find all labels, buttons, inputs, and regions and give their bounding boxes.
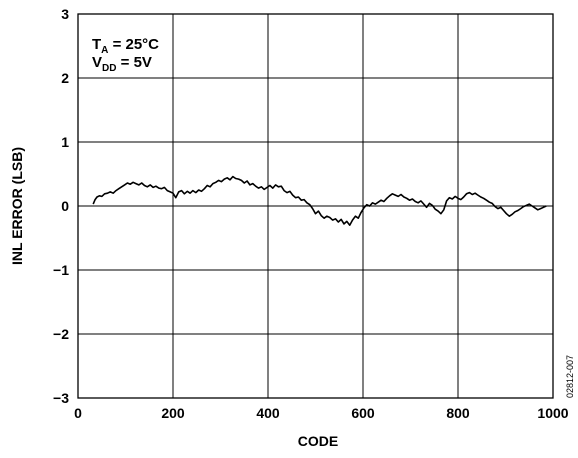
y-tick-label: 2 <box>61 70 69 86</box>
y-tick-label: 1 <box>61 134 69 150</box>
grid <box>78 14 553 398</box>
axis-ticks: 0 200 400 600 800 1000 3 2 1 0 −1 −2 −3 <box>53 6 569 421</box>
y-tick-label: 0 <box>61 198 69 214</box>
x-axis-title: CODE <box>298 433 338 449</box>
y-tick-label: 3 <box>61 6 69 22</box>
y-axis-title: INL ERROR (LSB) <box>9 147 25 265</box>
x-tick-label: 200 <box>161 405 185 421</box>
x-tick-label: 400 <box>256 405 280 421</box>
y-tick-label: −1 <box>53 262 69 278</box>
x-tick-label: 0 <box>74 405 82 421</box>
x-tick-label: 1000 <box>537 405 568 421</box>
x-tick-label: 800 <box>446 405 470 421</box>
x-tick-label: 600 <box>351 405 375 421</box>
plot-frame <box>77 13 554 399</box>
figure-id: 02812-007 <box>565 355 575 398</box>
temperature-annotation: TA = 25°C <box>92 36 159 56</box>
y-tick-label: −2 <box>53 326 69 342</box>
supply-voltage-annotation: VDD = 5V <box>92 54 152 74</box>
y-tick-label: −3 <box>53 390 69 406</box>
inl-error-series-line <box>92 175 547 226</box>
